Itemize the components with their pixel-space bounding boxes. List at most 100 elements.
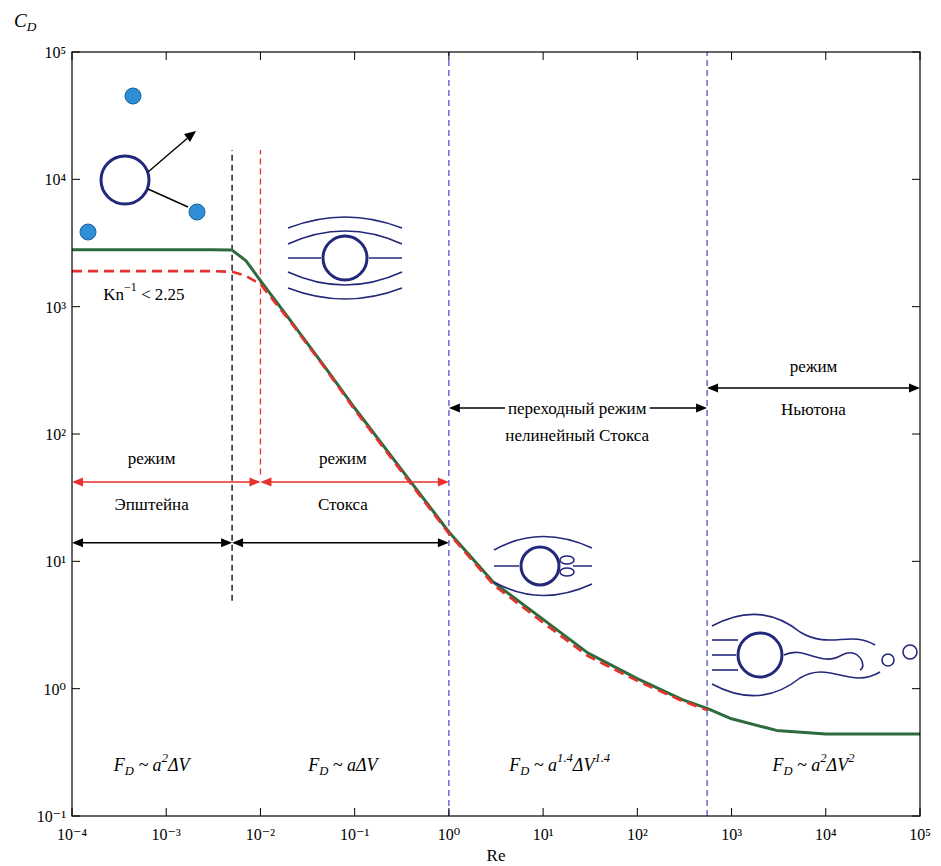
- icon-streamline: [712, 672, 880, 696]
- label-patch: [502, 425, 652, 446]
- text-part: < 2.25: [137, 284, 185, 303]
- text-part: ~ a: [793, 755, 821, 775]
- x-tick-label: 10⁻²: [246, 826, 275, 843]
- text-part: режим: [319, 448, 367, 467]
- x-tick-top: [260, 52, 261, 60]
- text-part: переходный режим: [508, 399, 647, 418]
- text-part: ΔV: [826, 755, 851, 775]
- x-tick: [543, 808, 544, 816]
- x-tick-label: 10⁻⁴: [57, 826, 87, 843]
- x-tick: [448, 808, 449, 816]
- x-tick-top: [637, 52, 638, 60]
- label-patch: [112, 494, 193, 515]
- y-tick: [72, 52, 80, 53]
- icon-vortex: [560, 568, 574, 576]
- text-part: ~ aΔV: [328, 755, 379, 775]
- icon-streamline: [288, 231, 402, 244]
- y-tick-right: [912, 52, 920, 53]
- y-tick-label: 10⁻¹: [37, 808, 66, 825]
- arrow-head: [438, 477, 449, 486]
- x-tick: [72, 808, 73, 816]
- x-tick-label: 10⁵: [909, 826, 931, 843]
- icon-sphere: [323, 236, 367, 280]
- text-part: Стокса: [318, 495, 368, 514]
- plot-frame: [72, 52, 920, 816]
- icon-sphere: [738, 633, 782, 677]
- y-tick: [72, 561, 80, 562]
- text-part: Re: [487, 846, 506, 865]
- regime-label: Стокса: [318, 495, 368, 514]
- arrow-shaft: [262, 481, 446, 482]
- x-tick-top: [825, 52, 826, 60]
- x-tick-top: [166, 52, 167, 60]
- text-part: D: [519, 764, 529, 778]
- regime-label: режим: [128, 448, 176, 467]
- label-patch: [778, 399, 849, 420]
- regime-label: режим: [790, 356, 838, 375]
- x-tick-label: 10⁻¹: [340, 826, 369, 843]
- icon-streamline: [288, 272, 402, 285]
- label-patch: [316, 447, 370, 468]
- arrow-head: [221, 538, 232, 547]
- text-part: 2: [848, 751, 855, 765]
- text-part: Ньютона: [781, 400, 846, 419]
- arrow-shaft: [709, 387, 918, 388]
- y-tick: [72, 688, 80, 689]
- y-tick-label: 10⁵: [44, 44, 66, 61]
- arrow-head: [696, 404, 707, 413]
- background: [0, 0, 941, 866]
- x-tick-label: 10²: [627, 826, 648, 843]
- y-tick-label: 10⁴: [44, 171, 66, 188]
- x-tick: [637, 808, 638, 816]
- regime-arrow: [232, 538, 449, 547]
- y-tick-right: [912, 816, 920, 817]
- label-patch: [315, 494, 371, 515]
- arrow-head: [909, 383, 920, 392]
- x-tick: [354, 808, 355, 816]
- label-patch: [100, 279, 187, 304]
- icon-sphere: [101, 156, 149, 204]
- regime-arrow: [260, 477, 448, 486]
- icon-streamline: [712, 654, 736, 656]
- label-patch: [787, 355, 841, 376]
- y-tick-label: 10⁰: [44, 681, 66, 698]
- label-patch: [505, 750, 614, 779]
- arrow-head: [232, 538, 243, 547]
- x-tick: [166, 808, 167, 816]
- label-patch: [110, 750, 195, 779]
- icon-streamline: [288, 288, 402, 299]
- y-tick-right: [912, 434, 920, 435]
- arrow-shaft: [234, 542, 447, 543]
- label-patch: [505, 398, 650, 419]
- y-tick-right: [912, 688, 920, 689]
- icons: [80, 88, 917, 696]
- x-tick-label: 10¹: [533, 826, 554, 843]
- regime-boundary: [706, 52, 707, 816]
- text-part: D: [318, 764, 328, 778]
- text-part: ~ a: [134, 755, 162, 775]
- text-part: D: [782, 764, 792, 778]
- y-tick-right: [912, 306, 920, 307]
- text-part: ΔV: [572, 755, 597, 775]
- y-axis-title: CD: [14, 10, 37, 34]
- y-tick-label: 10³: [45, 299, 66, 316]
- drag-law: FD ~ aΔV: [307, 755, 379, 777]
- x-tick: [920, 808, 921, 816]
- y-tick: [72, 816, 80, 817]
- regime-arrow: [72, 538, 232, 547]
- drag-curve: [72, 271, 707, 710]
- icon-wake: [784, 652, 863, 670]
- y-tick-label: 10¹: [45, 553, 66, 570]
- regime-arrow: [707, 383, 920, 392]
- text-part: ΔV: [167, 755, 192, 775]
- x-tick-label: 10⁴: [815, 826, 837, 843]
- plot-area: [72, 52, 920, 816]
- text-part: Kn: [103, 284, 124, 303]
- regime-label: Ньютона: [781, 400, 846, 419]
- x-tick: [260, 808, 261, 816]
- x-axis-title: Re: [487, 846, 506, 865]
- arrow-head: [72, 538, 83, 547]
- y-tick-right: [912, 179, 920, 180]
- regime-label: Эпштейна: [115, 495, 190, 514]
- drag-law: FD ~ a2ΔV: [113, 751, 192, 778]
